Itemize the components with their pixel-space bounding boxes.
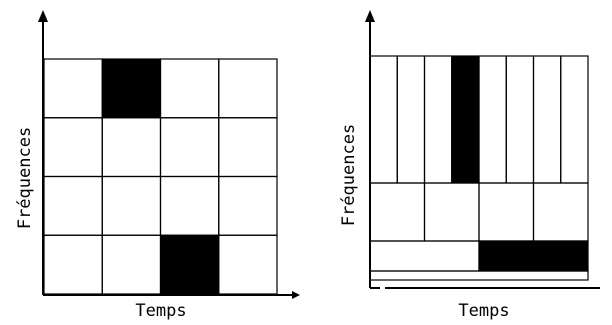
right-panel: Fréquences Temps [339, 10, 600, 321]
right-tile [532, 55, 562, 184]
left-panel: Fréquences Temps [15, 10, 300, 321]
right-xlabel: Temps [458, 301, 509, 320]
left-ylabel: Fréquences [15, 127, 35, 229]
right-y-arrowhead [365, 10, 375, 22]
right-ylabel: Fréquences [339, 124, 359, 226]
right-tiles [369, 55, 589, 281]
right-tile [369, 240, 480, 272]
left-grid-cell [43, 58, 103, 119]
left-y-arrowhead [38, 10, 48, 22]
right-tile-filled [451, 55, 480, 184]
right-tile [369, 55, 398, 184]
left-grid-cell [101, 117, 162, 178]
left-grid-cell-filled [101, 58, 162, 119]
right-tile [532, 182, 589, 242]
left-grid-cell [101, 175, 162, 236]
left-grid-cell [43, 117, 103, 178]
left-grid-cell [218, 234, 278, 295]
left-grid-cell-filled [159, 234, 220, 295]
left-x-arrowhead [292, 291, 300, 299]
right-tile [560, 55, 589, 184]
right-tile [478, 55, 507, 184]
left-grid [43, 58, 278, 295]
left-grid-cell [101, 234, 162, 295]
right-tile [478, 182, 535, 242]
right-tile [396, 55, 426, 184]
left-grid-cell [43, 175, 103, 236]
right-tile [423, 55, 453, 184]
left-grid-cell [218, 117, 278, 178]
left-grid-cell [218, 58, 278, 119]
left-grid-cell [159, 58, 220, 119]
left-grid-cell [159, 117, 220, 178]
left-grid-cell [218, 175, 278, 236]
left-grid-cell [43, 234, 103, 295]
right-tile [369, 270, 589, 281]
right-tile [369, 182, 426, 242]
right-tile [505, 55, 535, 184]
right-tile [423, 182, 480, 242]
left-xlabel: Temps [135, 301, 186, 320]
right-tile-filled [478, 240, 589, 272]
left-grid-cell [159, 175, 220, 236]
